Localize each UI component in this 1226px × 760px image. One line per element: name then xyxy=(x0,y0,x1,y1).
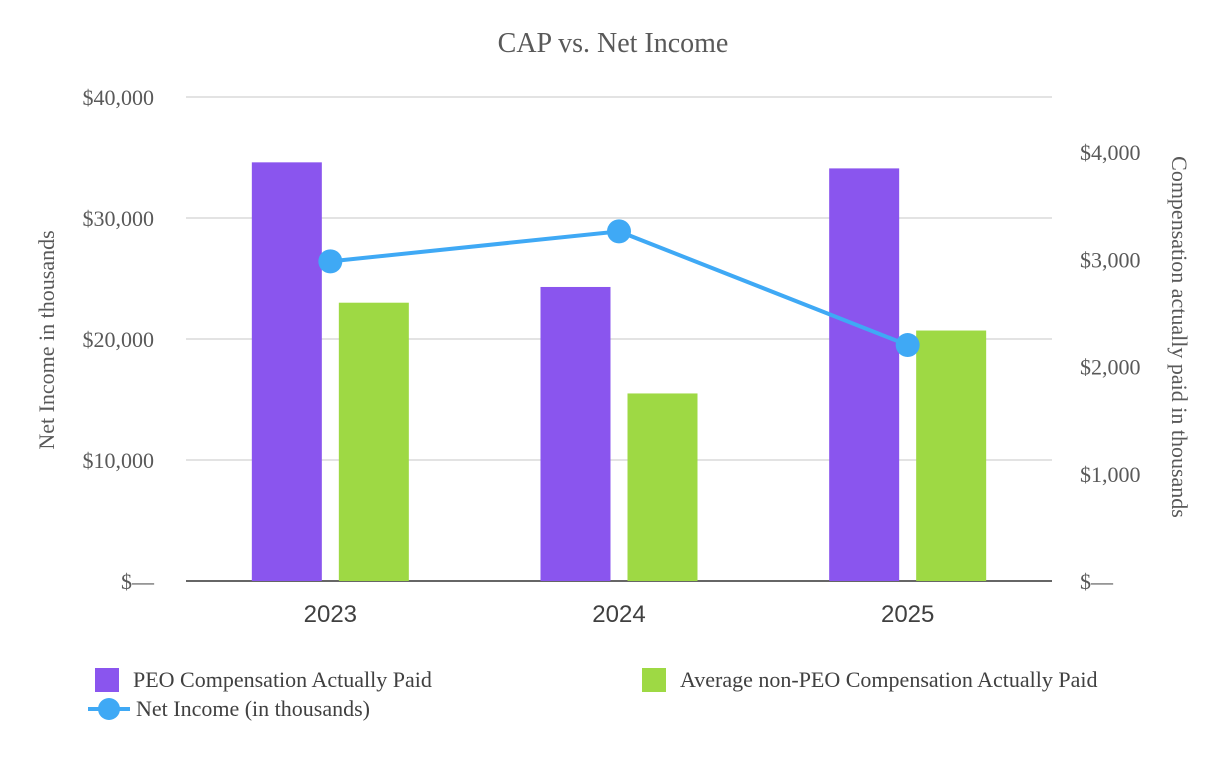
net-income-point-2025 xyxy=(895,333,920,358)
right-axis-ticks: $— $1,000 $2,000 $3,000 $4,000 xyxy=(1080,140,1141,594)
left-tick-label: $20,000 xyxy=(83,327,155,352)
net-income-line xyxy=(318,219,920,358)
legend-item-non-peo: Average non-PEO Compensation Actually Pa… xyxy=(642,665,1098,693)
left-axis-label: Net Income in thousands xyxy=(34,230,59,449)
legend-item-peo: PEO Compensation Actually Paid xyxy=(95,665,432,693)
bar-non-peo-2023 xyxy=(338,302,409,581)
bar-peo-2024 xyxy=(540,286,611,581)
chart-title: CAP vs. Net Income xyxy=(498,28,729,59)
left-axis-ticks: $— $10,000 $20,000 $30,000 $40,000 xyxy=(83,85,156,594)
right-tick-label: $2,000 xyxy=(1080,355,1141,380)
bar-peo-2025 xyxy=(829,168,900,581)
bar-peo-2023 xyxy=(251,162,322,581)
left-tick-label: $10,000 xyxy=(83,448,155,473)
net-income-point-2023 xyxy=(318,249,343,274)
x-tick-label: 2024 xyxy=(592,601,645,628)
legend-label-peo: PEO Compensation Actually Paid xyxy=(133,666,432,692)
legend-swatch-non-peo xyxy=(642,667,666,692)
bar-non-peo-2025 xyxy=(916,330,987,581)
bar-non-peo-2024 xyxy=(627,393,698,581)
legend-label-non-peo: Average non-PEO Compensation Actually Pa… xyxy=(680,666,1098,692)
legend-label-net-income: Net Income (in thousands) xyxy=(136,695,370,721)
right-tick-label: $1,000 xyxy=(1080,462,1141,487)
legend-item-net-income: Net Income (in thousands) xyxy=(88,694,370,723)
x-tick-label: 2025 xyxy=(881,601,934,628)
legend-marker-net-income xyxy=(88,697,130,720)
x-tick-label: 2023 xyxy=(304,601,357,628)
left-tick-label: $30,000 xyxy=(83,206,155,231)
legend-swatch-peo xyxy=(95,667,119,692)
right-tick-label: $— xyxy=(1080,569,1114,594)
x-axis-ticks: 2023 2024 2025 xyxy=(304,601,935,628)
net-income-point-2024 xyxy=(607,219,631,244)
left-tick-label: $— xyxy=(121,569,155,594)
right-tick-label: $4,000 xyxy=(1080,140,1141,165)
bars xyxy=(251,162,987,581)
net-income-polyline xyxy=(330,229,909,347)
right-tick-label: $3,000 xyxy=(1080,247,1141,272)
right-axis-label: Compensation actually paid in thousands xyxy=(1167,156,1192,518)
left-tick-label: $40,000 xyxy=(83,85,155,110)
